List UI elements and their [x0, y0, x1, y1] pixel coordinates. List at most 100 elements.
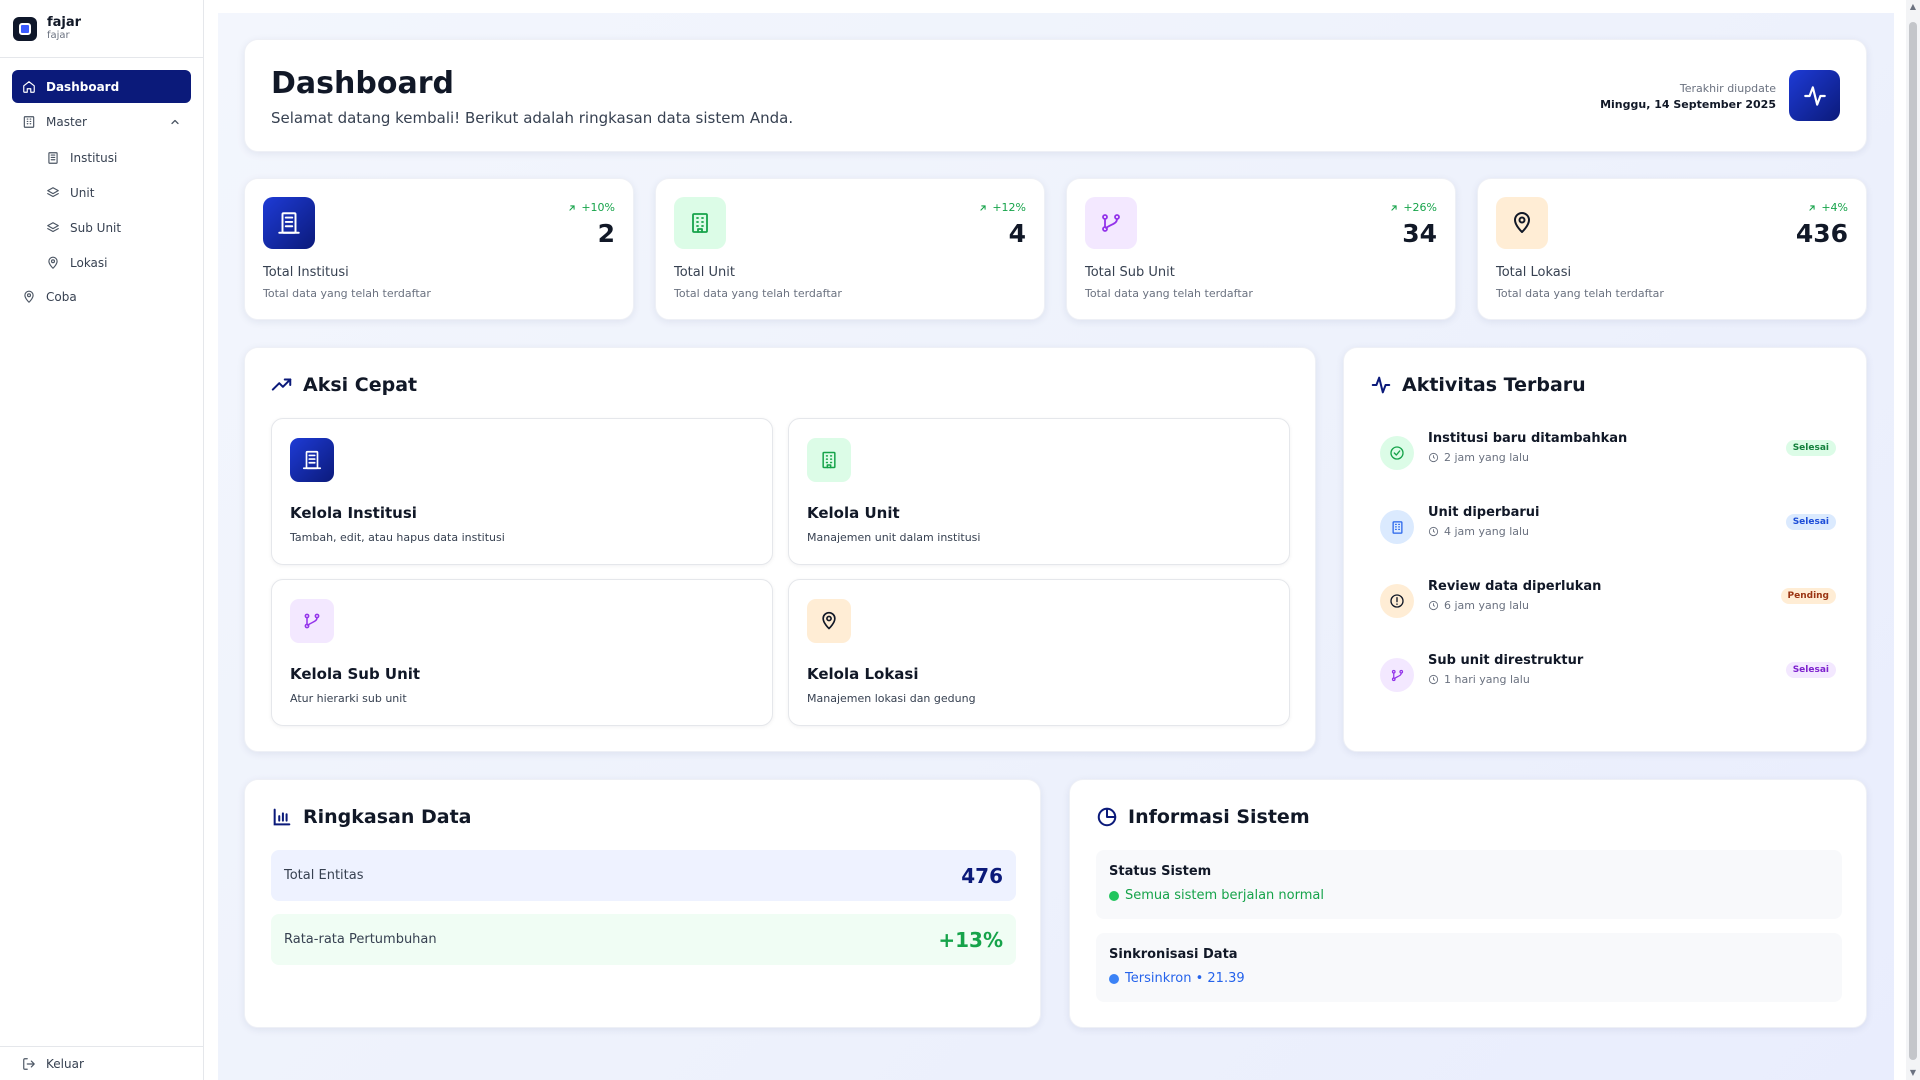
summary-value: +13% — [938, 927, 1003, 952]
sidebar-item-dashboard[interactable]: Dashboard — [12, 70, 191, 103]
sidebar-item-institusi[interactable]: Institusi — [36, 140, 191, 175]
activity-time: 6 jam yang lalu — [1428, 599, 1529, 612]
scroll-up-arrow-icon[interactable]: ▲ — [1909, 2, 1917, 11]
action-description: Atur hierarki sub unit — [290, 692, 407, 705]
sidebar-item-label: Sub Unit — [70, 220, 122, 235]
sidebar-item-coba[interactable]: Coba — [12, 280, 191, 313]
stat-description: Total data yang telah terdaftar — [1085, 287, 1253, 300]
sidebar-submenu-master: Institusi Unit Sub Unit Lokasi — [12, 140, 191, 280]
summary-label: Rata-rata Pertumbuhan — [284, 932, 437, 947]
summary-label: Total Entitas — [284, 868, 364, 883]
sidebar-item-label: Unit — [70, 185, 95, 200]
building-icon — [807, 438, 851, 482]
activity-title: Unit diperbarui — [1428, 505, 1540, 520]
action-kelola-unit[interactable]: Kelola Unit Manajemen unit dalam institu… — [788, 418, 1290, 565]
clock-icon — [1428, 452, 1439, 463]
info-title: Status Sistem — [1109, 864, 1212, 879]
trend-up-arrow-icon — [1389, 203, 1399, 213]
building-icon — [674, 197, 726, 249]
action-title: Kelola Sub Unit — [290, 665, 421, 683]
logout-icon — [22, 1057, 36, 1071]
page-header: Dashboard Selamat datang kembali! Beriku… — [244, 39, 1867, 152]
quick-actions-panel: Aksi Cepat Kelola Institusi Tambah, edit… — [244, 347, 1316, 752]
brand[interactable]: fajar fajar — [0, 0, 203, 58]
activity-item[interactable]: Sub unit direstruktur 1 hari yang lalu S… — [1380, 653, 1836, 697]
status-badge: Selesai — [1785, 514, 1836, 530]
activity-item[interactable]: Review data diperlukan 6 jam yang lalu P… — [1380, 579, 1836, 623]
activity-title: Institusi baru ditambahkan — [1428, 431, 1628, 446]
building-icon — [1380, 510, 1414, 544]
action-title: Kelola Lokasi — [807, 665, 919, 683]
brand-name: fajar — [47, 15, 82, 30]
action-kelola-sub-unit[interactable]: Kelola Sub Unit Atur hierarki sub unit — [271, 579, 773, 726]
building-document-icon — [290, 438, 334, 482]
layers-icon — [46, 221, 60, 235]
info-row-sync: Sinkronisasi Data Tersinkron • 21.39 — [1096, 933, 1842, 1002]
check-circle-icon — [1380, 436, 1414, 470]
bar-chart-icon — [271, 806, 293, 828]
last-updated-label: Terakhir diupdate — [1679, 82, 1776, 95]
git-branch-icon — [1085, 197, 1137, 249]
activity-time: 4 jam yang lalu — [1428, 525, 1529, 538]
activity-button[interactable] — [1789, 70, 1840, 121]
logout-button[interactable]: Keluar — [0, 1046, 203, 1080]
activity-time-text: 4 jam yang lalu — [1444, 525, 1530, 538]
activity-item[interactable]: Institusi baru ditambahkan 2 jam yang la… — [1380, 431, 1836, 475]
status-badge: Selesai — [1785, 440, 1836, 456]
status-badge: Pending — [1780, 588, 1836, 604]
activity-time: 2 jam yang lalu — [1428, 451, 1529, 464]
section-title-text: Aksi Cepat — [303, 374, 418, 396]
info-status: Tersinkron • 21.39 — [1109, 971, 1829, 986]
summary-row-growth: Rata-rata Pertumbuhan +13% — [271, 914, 1016, 965]
stat-value: 4 — [1008, 219, 1026, 248]
sidebar-nav: Dashboard Master Institusi Unit — [0, 58, 203, 313]
action-kelola-institusi[interactable]: Kelola Institusi Tambah, edit, atau hapu… — [271, 418, 773, 565]
scrollbar-thumb[interactable] — [1909, 22, 1917, 1060]
trending-up-icon — [271, 374, 293, 396]
recent-activity-title: Aktivitas Terbaru — [1370, 374, 1586, 396]
stat-trend-value: +12% — [992, 201, 1026, 214]
scroll-down-arrow-icon[interactable]: ▼ — [1909, 1068, 1917, 1077]
action-description: Tambah, edit, atau hapus data institusi — [290, 531, 505, 544]
last-updated-date: Minggu, 14 September 2025 — [1600, 98, 1776, 111]
trend-up-arrow-icon — [1807, 203, 1817, 213]
last-updated: Terakhir diupdate Minggu, 14 September 2… — [1600, 82, 1776, 111]
action-title: Kelola Unit — [807, 504, 900, 522]
sidebar-item-label: Master — [46, 114, 87, 129]
stat-trend: +4% — [1807, 201, 1848, 214]
page-subtitle: Selamat datang kembali! Berikut adalah r… — [271, 109, 794, 127]
building-icon — [22, 115, 36, 129]
section-title-text: Aktivitas Terbaru — [1402, 374, 1586, 396]
section-title-text: Ringkasan Data — [303, 806, 472, 828]
brand-subtitle: fajar — [47, 30, 70, 41]
stat-label: Total Sub Unit — [1085, 265, 1175, 280]
stat-trend: +10% — [567, 201, 615, 214]
data-summary-panel: Ringkasan Data Total Entitas 476 Rata-ra… — [244, 779, 1041, 1028]
sidebar-item-unit[interactable]: Unit — [36, 175, 191, 210]
git-branch-icon — [1380, 658, 1414, 692]
chevron-up-icon[interactable] — [169, 116, 181, 128]
sidebar-item-master[interactable]: Master — [12, 105, 191, 138]
sidebar-item-sub-unit[interactable]: Sub Unit — [36, 210, 191, 245]
quick-actions-title: Aksi Cepat — [271, 374, 417, 396]
stat-label: Total Institusi — [263, 265, 349, 280]
info-row-status: Status Sistem Semua sistem berjalan norm… — [1096, 850, 1842, 919]
recent-activity-panel: Aktivitas Terbaru Institusi baru ditamba… — [1343, 347, 1867, 752]
pie-chart-icon — [1096, 806, 1118, 828]
sidebar-item-label: Dashboard — [46, 79, 120, 94]
action-kelola-lokasi[interactable]: Kelola Lokasi Manajemen lokasi dan gedun… — [788, 579, 1290, 726]
building-document-icon — [263, 197, 315, 249]
stat-card-lokasi: +4% 436 Total Lokasi Total data yang tel… — [1477, 178, 1867, 320]
home-icon — [22, 80, 36, 94]
sidebar-item-label: Institusi — [70, 150, 118, 165]
map-pin-icon — [1496, 197, 1548, 249]
sidebar-item-lokasi[interactable]: Lokasi — [36, 245, 191, 280]
action-title: Kelola Institusi — [290, 504, 417, 522]
map-pin-icon — [46, 256, 60, 270]
activity-pulse-icon — [1802, 83, 1828, 109]
activity-item[interactable]: Unit diperbarui 4 jam yang lalu Selesai — [1380, 505, 1836, 549]
page-scrollbar[interactable]: ▲ ▼ — [1906, 0, 1920, 1080]
stat-trend-value: +10% — [581, 201, 615, 214]
action-description: Manajemen lokasi dan gedung — [807, 692, 976, 705]
activity-time-text: 2 jam yang lalu — [1444, 451, 1530, 464]
